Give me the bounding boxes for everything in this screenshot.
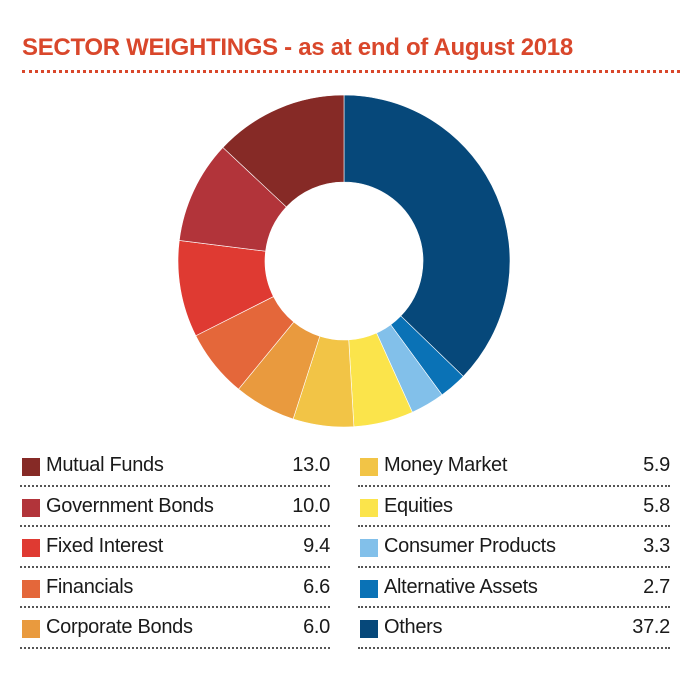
legend-label: Financials [46,575,134,598]
legend-item-financials: Financials 6.6 [20,568,330,609]
legend-label: Equities [384,494,453,517]
legend-item-consumer-products: Consumer Products 3.3 [358,527,670,568]
legend-value: 10.0 [292,494,330,517]
legend-value: 2.7 [643,575,670,598]
legend-right-column: Money Market 5.9 Equities 5.8 Consumer Produ… [358,446,670,649]
title-divider [22,70,680,73]
legend-item-corporate-bonds: Corporate Bonds 6.0 [20,608,330,649]
legend-value: 13.0 [292,454,330,476]
legend-label: Fixed Interest [46,535,163,558]
legend-item-equities: Equities 5.8 [358,487,670,528]
slice-mutual-funds [222,94,345,208]
legend-label: Consumer Products [384,535,556,558]
legend-value: 6.0 [303,616,330,639]
legend-swatch [360,539,378,558]
legend-item-alternative-assets: Alternative Assets 2.7 [358,568,670,609]
legend-value: 3.3 [643,535,670,558]
legend-item-mutual-funds: Mutual Funds 13.0 [20,446,330,487]
legend-swatch [22,539,40,558]
legend-label: Alternative Assets [384,575,538,598]
legend-swatch [360,458,378,476]
legend-item-others: Others 37.2 [358,608,670,649]
legend-swatch [22,498,40,517]
legend-label: Money Market [384,454,508,476]
legend-value: 5.9 [643,454,670,476]
legend-item-government-bonds: Government Bonds 10.0 [20,487,330,528]
legend-item-money-market: Money Market 5.9 [358,446,670,487]
legend-swatch [22,579,40,598]
legend-swatch [360,620,378,639]
legend-left-column: Mutual Funds 13.0 Government Bonds 10.0 Fixe… [20,446,330,649]
legend-swatch [22,458,40,476]
legend-value: 9.4 [303,535,330,558]
legend-label: Corporate Bonds [46,616,193,639]
legend-value: 5.8 [643,494,670,517]
legend-value: 6.6 [303,575,330,598]
chart-title: SECTOR WEIGHTINGS - as at end of August … [22,34,573,61]
legend-value: 37.2 [632,616,670,639]
slice-others [343,94,511,377]
legend-label: Others [384,616,443,639]
legend-label: Mutual Funds [46,454,164,476]
legend-swatch [360,498,378,517]
legend-swatch [360,579,378,598]
legend-label: Government Bonds [46,494,214,517]
donut-chart [177,94,511,428]
legend-item-fixed-interest: Fixed Interest 9.4 [20,527,330,568]
legend-swatch [22,620,40,639]
